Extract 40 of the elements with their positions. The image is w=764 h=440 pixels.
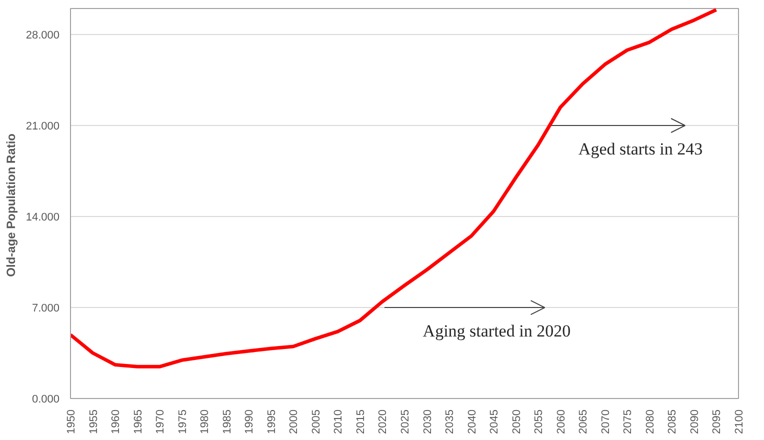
x-tick-label: 2100 [734, 409, 746, 434]
x-tick-label: 1995 [266, 409, 278, 434]
x-tick-label: 2030 [422, 409, 434, 434]
x-tick-label: 2045 [488, 409, 501, 434]
y-tick-label: 28.000 [26, 30, 60, 42]
x-tick-label: 2050 [510, 409, 523, 434]
x-tick-label: 2025 [400, 409, 412, 434]
x-tick-label: 2000 [288, 409, 300, 434]
x-tick-label: 2005 [310, 409, 322, 434]
x-tick-label: 2060 [555, 409, 568, 434]
x-tick-label: 2075 [622, 409, 634, 434]
line-series [70, 8, 718, 368]
y-tick-label: 14.000 [26, 212, 60, 224]
x-tick-label: 2015 [354, 409, 367, 434]
x-tick-label: 2085 [666, 409, 679, 434]
x-tick-label: 2095 [711, 409, 724, 434]
x-tick-label: 2035 [444, 409, 456, 434]
x-tick-label: 2080 [644, 409, 656, 434]
x-tick-label: 2020 [377, 409, 390, 434]
x-tick-label: 1975 [176, 409, 189, 434]
x-tick-label: 1950 [66, 409, 78, 434]
x-tick-label: 2040 [466, 409, 478, 434]
x-tick-label: 2010 [332, 409, 345, 434]
x-tick-label: 1970 [154, 409, 167, 434]
y-tick-label: 7.000 [32, 302, 60, 314]
x-tick-label: 1965 [132, 409, 144, 434]
y-axis-title: Old-age Population Ratio [4, 133, 18, 277]
x-tick-label: 2055 [533, 409, 546, 434]
y-tick-label: 0.000 [32, 394, 60, 406]
x-tick-label: 1960 [110, 409, 122, 434]
x-tick-label: 1955 [88, 409, 100, 434]
x-tick-label: 2090 [688, 409, 701, 434]
x-tick-label: 1980 [199, 409, 212, 434]
x-tick-label: 2065 [578, 409, 590, 434]
x-tick-label: 2070 [600, 409, 612, 434]
x-tick-label: 1985 [221, 409, 234, 434]
y-tick-label: 21.000 [26, 120, 60, 132]
annotation: Aging started in 2020 [422, 322, 571, 341]
annotation: Aged starts in 243 [578, 140, 703, 158]
x-tick-label: 1990 [244, 409, 256, 434]
